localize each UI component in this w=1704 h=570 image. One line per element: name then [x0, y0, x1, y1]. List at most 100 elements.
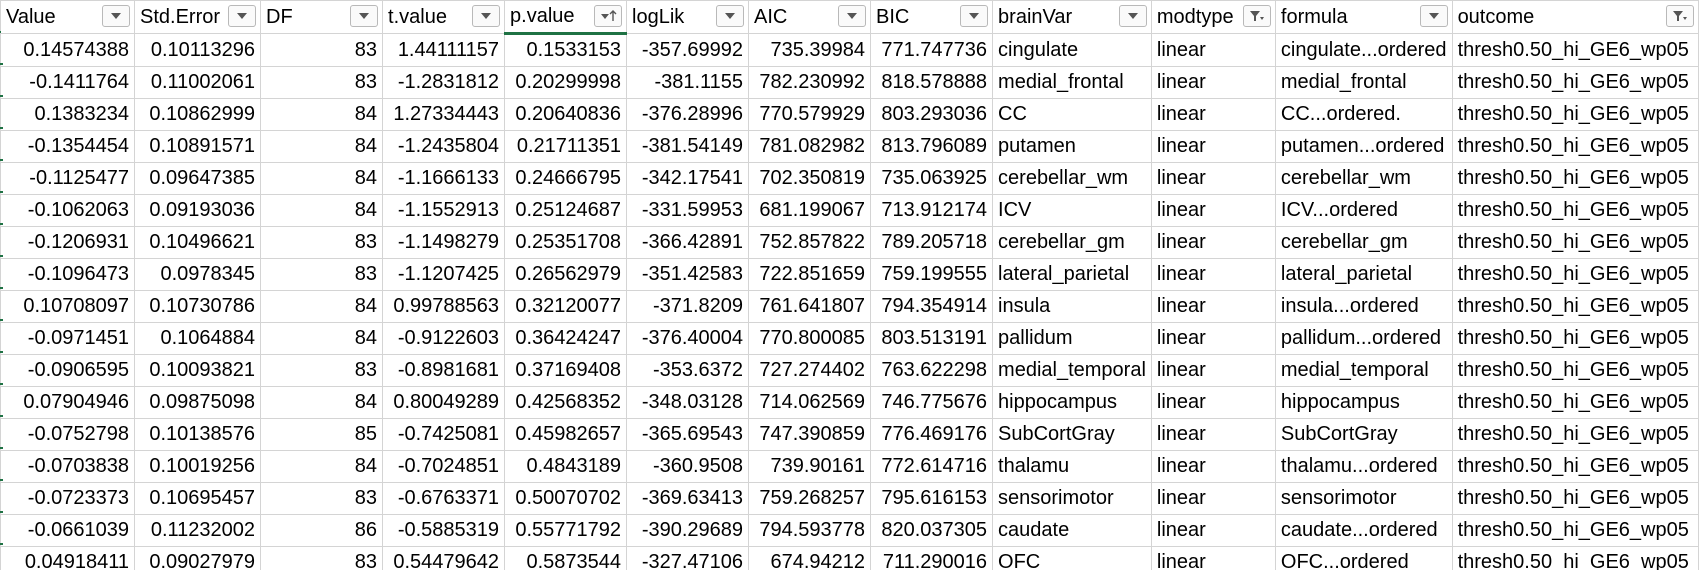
cell-p_value[interactable]: 0.4843189 [504, 450, 628, 483]
cell-outcome[interactable]: thresh0.50_hi_GE6_wp05 [1451, 66, 1699, 99]
cell-df[interactable]: 84 [260, 290, 384, 323]
cell-modtype[interactable]: linear [1150, 482, 1276, 515]
cell-brainvar[interactable]: cerebellar_wm [992, 162, 1152, 195]
dropdown-arrow-icon[interactable] [102, 5, 130, 27]
cell-formula[interactable]: OFC...ordered [1274, 546, 1453, 570]
column-header-t_value[interactable]: t.value [382, 0, 506, 34]
cell-bic[interactable]: 813.796089 [870, 130, 994, 163]
cell-formula[interactable]: caudate...ordered [1274, 514, 1453, 547]
cell-outcome[interactable]: thresh0.50_hi_GE6_wp05 [1451, 98, 1699, 131]
cell-p_value[interactable]: 0.1533153 [504, 33, 628, 67]
cell-outcome[interactable]: thresh0.50_hi_GE6_wp05 [1451, 226, 1699, 259]
cell-df[interactable]: 84 [260, 98, 384, 131]
cell-t_value[interactable]: 1.44111157 [382, 33, 506, 67]
cell-bic[interactable]: 820.037305 [870, 514, 994, 547]
column-header-std_error[interactable]: Std.Error [133, 0, 262, 34]
cell-aic[interactable]: 752.857822 [748, 226, 872, 259]
column-header-value[interactable]: Value [0, 0, 135, 34]
cell-brainvar[interactable]: lateral_parietal [992, 258, 1152, 291]
cell-modtype[interactable]: linear [1150, 546, 1276, 570]
cell-t_value[interactable]: -0.8981681 [382, 354, 506, 387]
column-header-loglik[interactable]: logLik [626, 0, 750, 34]
cell-aic[interactable]: 770.579929 [748, 98, 872, 131]
cell-value[interactable]: -0.0723373 [0, 482, 135, 515]
cell-outcome[interactable]: thresh0.50_hi_GE6_wp05 [1451, 130, 1699, 163]
cell-p_value[interactable]: 0.55771792 [504, 514, 628, 547]
cell-aic[interactable]: 782.230992 [748, 66, 872, 99]
cell-std_error[interactable]: 0.10862999 [133, 98, 262, 131]
cell-brainvar[interactable]: hippocampus [992, 386, 1152, 419]
cell-p_value[interactable]: 0.37169408 [504, 354, 628, 387]
cell-formula[interactable]: putamen...ordered [1274, 130, 1453, 163]
cell-loglik[interactable]: -376.28996 [626, 98, 750, 131]
cell-t_value[interactable]: -0.7024851 [382, 450, 506, 483]
cell-aic[interactable]: 681.199067 [748, 194, 872, 227]
cell-bic[interactable]: 803.513191 [870, 322, 994, 355]
cell-p_value[interactable]: 0.36424247 [504, 322, 628, 355]
cell-aic[interactable]: 674.94212 [748, 546, 872, 570]
cell-p_value[interactable]: 0.25351708 [504, 226, 628, 259]
cell-loglik[interactable]: -351.42583 [626, 258, 750, 291]
cell-aic[interactable]: 714.062569 [748, 386, 872, 419]
cell-p_value[interactable]: 0.42568352 [504, 386, 628, 419]
cell-df[interactable]: 83 [260, 226, 384, 259]
cell-df[interactable]: 83 [260, 354, 384, 387]
cell-df[interactable]: 83 [260, 482, 384, 515]
cell-std_error[interactable]: 0.09193036 [133, 194, 262, 227]
cell-p_value[interactable]: 0.5873544 [504, 546, 628, 570]
cell-std_error[interactable]: 0.11002061 [133, 66, 262, 99]
cell-std_error[interactable]: 0.10113296 [133, 33, 262, 67]
dropdown-arrow-icon[interactable] [1419, 5, 1448, 27]
cell-modtype[interactable]: linear [1150, 386, 1276, 419]
cell-t_value[interactable]: -1.2435804 [382, 130, 506, 163]
cell-brainvar[interactable]: OFC [992, 546, 1152, 570]
cell-modtype[interactable]: linear [1150, 354, 1276, 387]
cell-t_value[interactable]: -1.1498279 [382, 226, 506, 259]
cell-brainvar[interactable]: cingulate [992, 33, 1152, 67]
cell-formula[interactable]: pallidum...ordered [1274, 322, 1453, 355]
cell-value[interactable]: -0.0752798 [0, 418, 135, 451]
cell-modtype[interactable]: linear [1150, 194, 1276, 227]
cell-p_value[interactable]: 0.50070702 [504, 482, 628, 515]
cell-loglik[interactable]: -381.1155 [626, 66, 750, 99]
cell-loglik[interactable]: -331.59953 [626, 194, 750, 227]
cell-df[interactable]: 84 [260, 162, 384, 195]
cell-value[interactable]: -0.0971451 [0, 322, 135, 355]
cell-formula[interactable]: lateral_parietal [1274, 258, 1453, 291]
cell-outcome[interactable]: thresh0.50_hi_GE6_wp05 [1451, 194, 1699, 227]
cell-t_value[interactable]: -1.2831812 [382, 66, 506, 99]
cell-loglik[interactable]: -357.69992 [626, 33, 750, 67]
cell-outcome[interactable]: thresh0.50_hi_GE6_wp05 [1451, 290, 1699, 323]
cell-value[interactable]: -0.0906595 [0, 354, 135, 387]
dropdown-arrow-icon[interactable] [716, 5, 745, 27]
column-header-df[interactable]: DF [260, 0, 384, 34]
cell-std_error[interactable]: 0.10496621 [133, 226, 262, 259]
cell-t_value[interactable]: 1.27334443 [382, 98, 506, 131]
column-header-p_value[interactable]: p.value [504, 0, 628, 35]
cell-aic[interactable]: 702.350819 [748, 162, 872, 195]
cell-formula[interactable]: medial_frontal [1274, 66, 1453, 99]
column-header-modtype[interactable]: modtype [1150, 0, 1276, 34]
cell-brainvar[interactable]: caudate [992, 514, 1152, 547]
cell-formula[interactable]: cingulate...ordered [1274, 33, 1453, 67]
cell-df[interactable]: 84 [260, 386, 384, 419]
cell-std_error[interactable]: 0.09027979 [133, 546, 262, 570]
sort-ascending-icon[interactable] [594, 5, 623, 27]
cell-loglik[interactable]: -365.69543 [626, 418, 750, 451]
dropdown-arrow-icon[interactable] [472, 5, 501, 27]
cell-std_error[interactable]: 0.11232002 [133, 514, 262, 547]
cell-df[interactable]: 83 [260, 33, 384, 67]
cell-value[interactable]: 0.14574388 [0, 33, 135, 67]
cell-t_value[interactable]: 0.54479642 [382, 546, 506, 570]
cell-std_error[interactable]: 0.0978345 [133, 258, 262, 291]
cell-modtype[interactable]: linear [1150, 98, 1276, 131]
cell-p_value[interactable]: 0.26562979 [504, 258, 628, 291]
dropdown-arrow-icon[interactable] [838, 5, 867, 27]
column-header-outcome[interactable]: outcome [1451, 0, 1699, 34]
cell-outcome[interactable]: thresh0.50_hi_GE6_wp05 [1451, 482, 1699, 515]
cell-std_error[interactable]: 0.10695457 [133, 482, 262, 515]
cell-bic[interactable]: 772.614716 [870, 450, 994, 483]
cell-value[interactable]: 0.1383234 [0, 98, 135, 131]
cell-modtype[interactable]: linear [1150, 258, 1276, 291]
cell-formula[interactable]: cerebellar_wm [1274, 162, 1453, 195]
